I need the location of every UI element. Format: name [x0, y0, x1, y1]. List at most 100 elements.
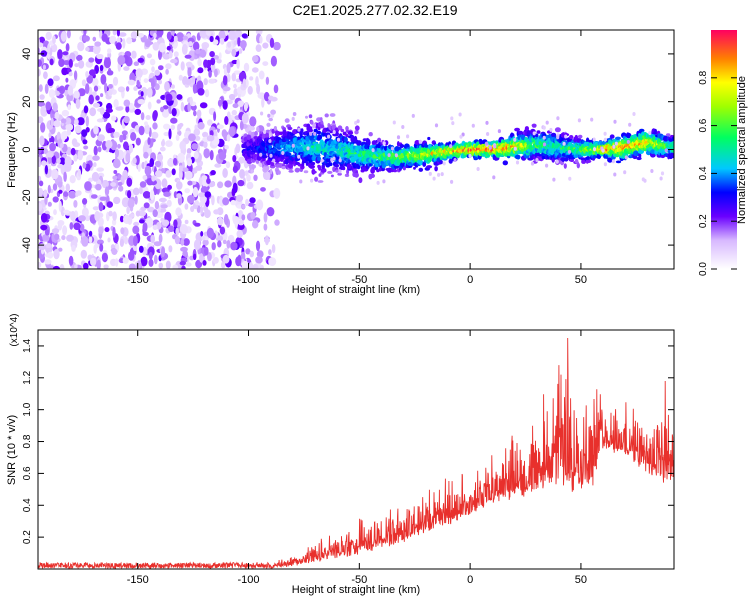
- noise-cell: [101, 33, 108, 42]
- signal-cell: [393, 169, 397, 173]
- noise-cell: [187, 180, 193, 186]
- signal-cell: [284, 118, 290, 123]
- noise-cell: [74, 63, 79, 68]
- noise-cell: [151, 131, 159, 139]
- noise-cell: [223, 214, 229, 225]
- noise-cell: [52, 196, 59, 203]
- noise-cell: [299, 179, 303, 184]
- noise-cell: [193, 239, 201, 251]
- noise-cell: [497, 129, 501, 134]
- noise-cell: [85, 60, 94, 68]
- noise-cell: [93, 102, 100, 108]
- signal-cell: [536, 130, 541, 134]
- noise-cell: [74, 118, 79, 126]
- noise-cell: [135, 210, 141, 217]
- noise-cell: [203, 59, 209, 68]
- noise-cell: [85, 71, 89, 78]
- noise-cell: [218, 151, 227, 161]
- noise-cell: [58, 58, 65, 67]
- noise-cell: [188, 41, 193, 47]
- noise-cell: [65, 183, 71, 192]
- noise-cell: [43, 189, 48, 198]
- noise-cell: [177, 125, 181, 132]
- noise-cell: [251, 67, 259, 73]
- noise-cell: [64, 156, 72, 167]
- noise-cell: [601, 148, 605, 153]
- noise-cell: [126, 37, 133, 45]
- noise-cell: [231, 109, 237, 116]
- noise-cell: [61, 67, 68, 76]
- noise-cell: [112, 76, 119, 86]
- noise-cell: [382, 179, 386, 184]
- noise-cell: [542, 125, 546, 130]
- noise-cell: [57, 163, 64, 169]
- noise-cell: [182, 35, 189, 40]
- signal-cell: [340, 128, 345, 133]
- noise-cell: [193, 110, 197, 117]
- noise-cell: [623, 170, 627, 175]
- noise-cell: [106, 201, 114, 208]
- noise-cell: [659, 176, 663, 181]
- noise-cell: [249, 250, 254, 258]
- noise-cell: [160, 204, 168, 209]
- noise-cell: [116, 30, 120, 37]
- noise-cell: [137, 99, 146, 105]
- noise-cell: [545, 163, 549, 168]
- noise-cell: [45, 31, 52, 41]
- noise-cell: [68, 255, 74, 266]
- noise-cell: [437, 172, 441, 177]
- noise-cell: [401, 125, 405, 129]
- noise-cell: [264, 238, 270, 243]
- noise-cell: [49, 142, 56, 152]
- noise-cell: [142, 222, 148, 233]
- noise-cell: [163, 191, 171, 197]
- noise-cell: [245, 248, 251, 255]
- noise-cell: [234, 30, 243, 38]
- signal-cell: [280, 153, 285, 159]
- noise-cell: [451, 121, 455, 126]
- noise-cell: [216, 124, 224, 129]
- noise-cell: [513, 146, 517, 151]
- noise-cell: [107, 51, 112, 59]
- noise-cell: [432, 176, 436, 181]
- noise-cell: [165, 68, 169, 75]
- noise-cell: [102, 111, 111, 119]
- noise-cell: [96, 259, 101, 269]
- signal-cell: [427, 136, 431, 141]
- noise-cell: [93, 162, 97, 168]
- noise-cell: [270, 109, 276, 115]
- noise-cell: [155, 170, 163, 178]
- noise-cell: [60, 142, 64, 148]
- noise-cell: [152, 209, 158, 218]
- noise-cell: [56, 87, 63, 92]
- noise-cell: [173, 157, 178, 166]
- noise-cell: [81, 207, 89, 218]
- colorbar: 0.00.20.40.60.8 Normalized spectral ampl…: [698, 30, 748, 276]
- noise-cell: [113, 30, 117, 35]
- x-tick-label: -100: [238, 574, 260, 586]
- noise-cell: [603, 162, 608, 167]
- noise-cell: [268, 257, 277, 267]
- noise-cell: [180, 238, 185, 246]
- signal-cell: [514, 127, 520, 132]
- y-tick-label: 1.0: [22, 402, 33, 416]
- noise-cell: [453, 158, 457, 162]
- noise-cell: [230, 241, 238, 251]
- signal-cell: [327, 170, 333, 174]
- signal-cell: [638, 152, 642, 159]
- noise-cell: [85, 46, 90, 52]
- noise-cell: [371, 148, 375, 153]
- noise-cell: [138, 210, 146, 217]
- noise-cell: [255, 240, 261, 252]
- signal-cell: [550, 132, 557, 137]
- noise-cell: [228, 30, 237, 41]
- noise-cell: [201, 175, 208, 181]
- signal-cell: [638, 128, 645, 133]
- signal-cell: [615, 160, 622, 164]
- signal-cell: [531, 123, 537, 128]
- x-tick-label: -150: [127, 274, 149, 286]
- noise-cell: [190, 205, 195, 213]
- noise-cell: [110, 182, 117, 187]
- noise-cell: [214, 68, 218, 78]
- noise-cell: [154, 254, 158, 265]
